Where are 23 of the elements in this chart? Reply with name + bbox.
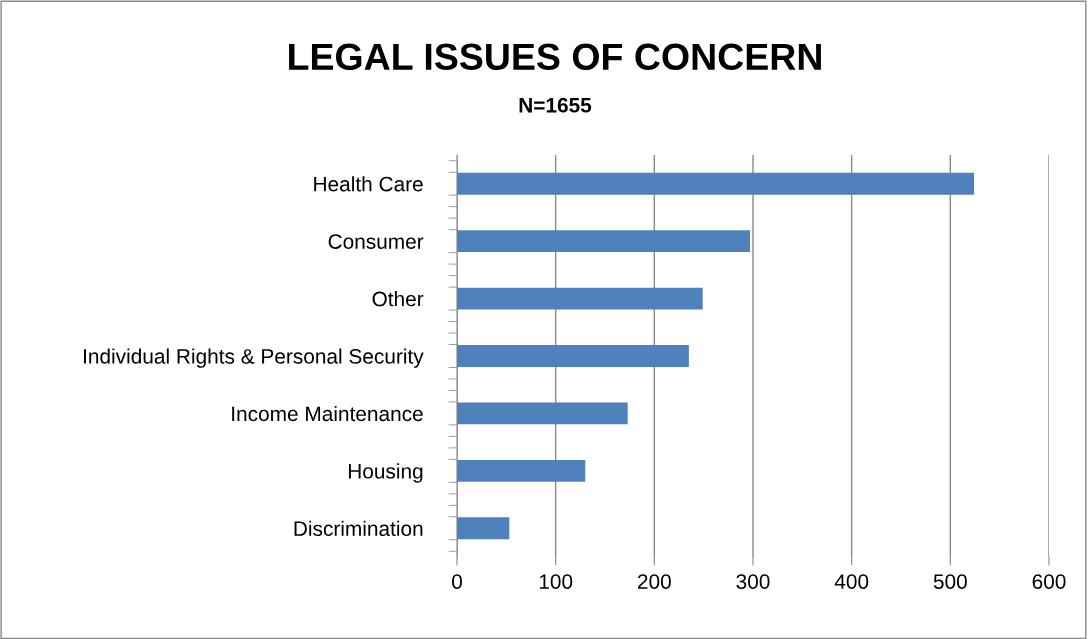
bar: [457, 459, 586, 482]
bar: [457, 517, 510, 540]
y-tick-label: Housing: [348, 463, 423, 483]
chart-title: LEGAL ISSUES OF CONCERN: [289, 43, 821, 71]
y-tick-label: Income Maintenance: [232, 405, 423, 422]
bar: [457, 402, 628, 425]
y-tick-label: Discrimination: [294, 520, 423, 537]
x-tick-label: 300: [736, 574, 770, 589]
y-tick-label: Other: [372, 291, 424, 307]
y-tick-label: Health Care: [314, 176, 423, 192]
x-tick-label: 100: [539, 574, 573, 589]
y-tick-label: Consumer: [328, 234, 424, 249]
x-tick-label: 600: [1032, 574, 1066, 589]
y-tick-label: Individual Rights & Personal Security: [84, 348, 424, 368]
bar: [457, 230, 751, 253]
chart-subtitle: N=1655: [519, 97, 592, 113]
x-tick-label: 200: [638, 574, 671, 589]
bar: [457, 345, 689, 367]
x-tick-label: 400: [834, 574, 869, 589]
x-tick-label: 500: [933, 574, 967, 589]
bar: [457, 287, 703, 310]
x-tick-label: 0: [452, 574, 462, 589]
bar: [457, 172, 975, 195]
